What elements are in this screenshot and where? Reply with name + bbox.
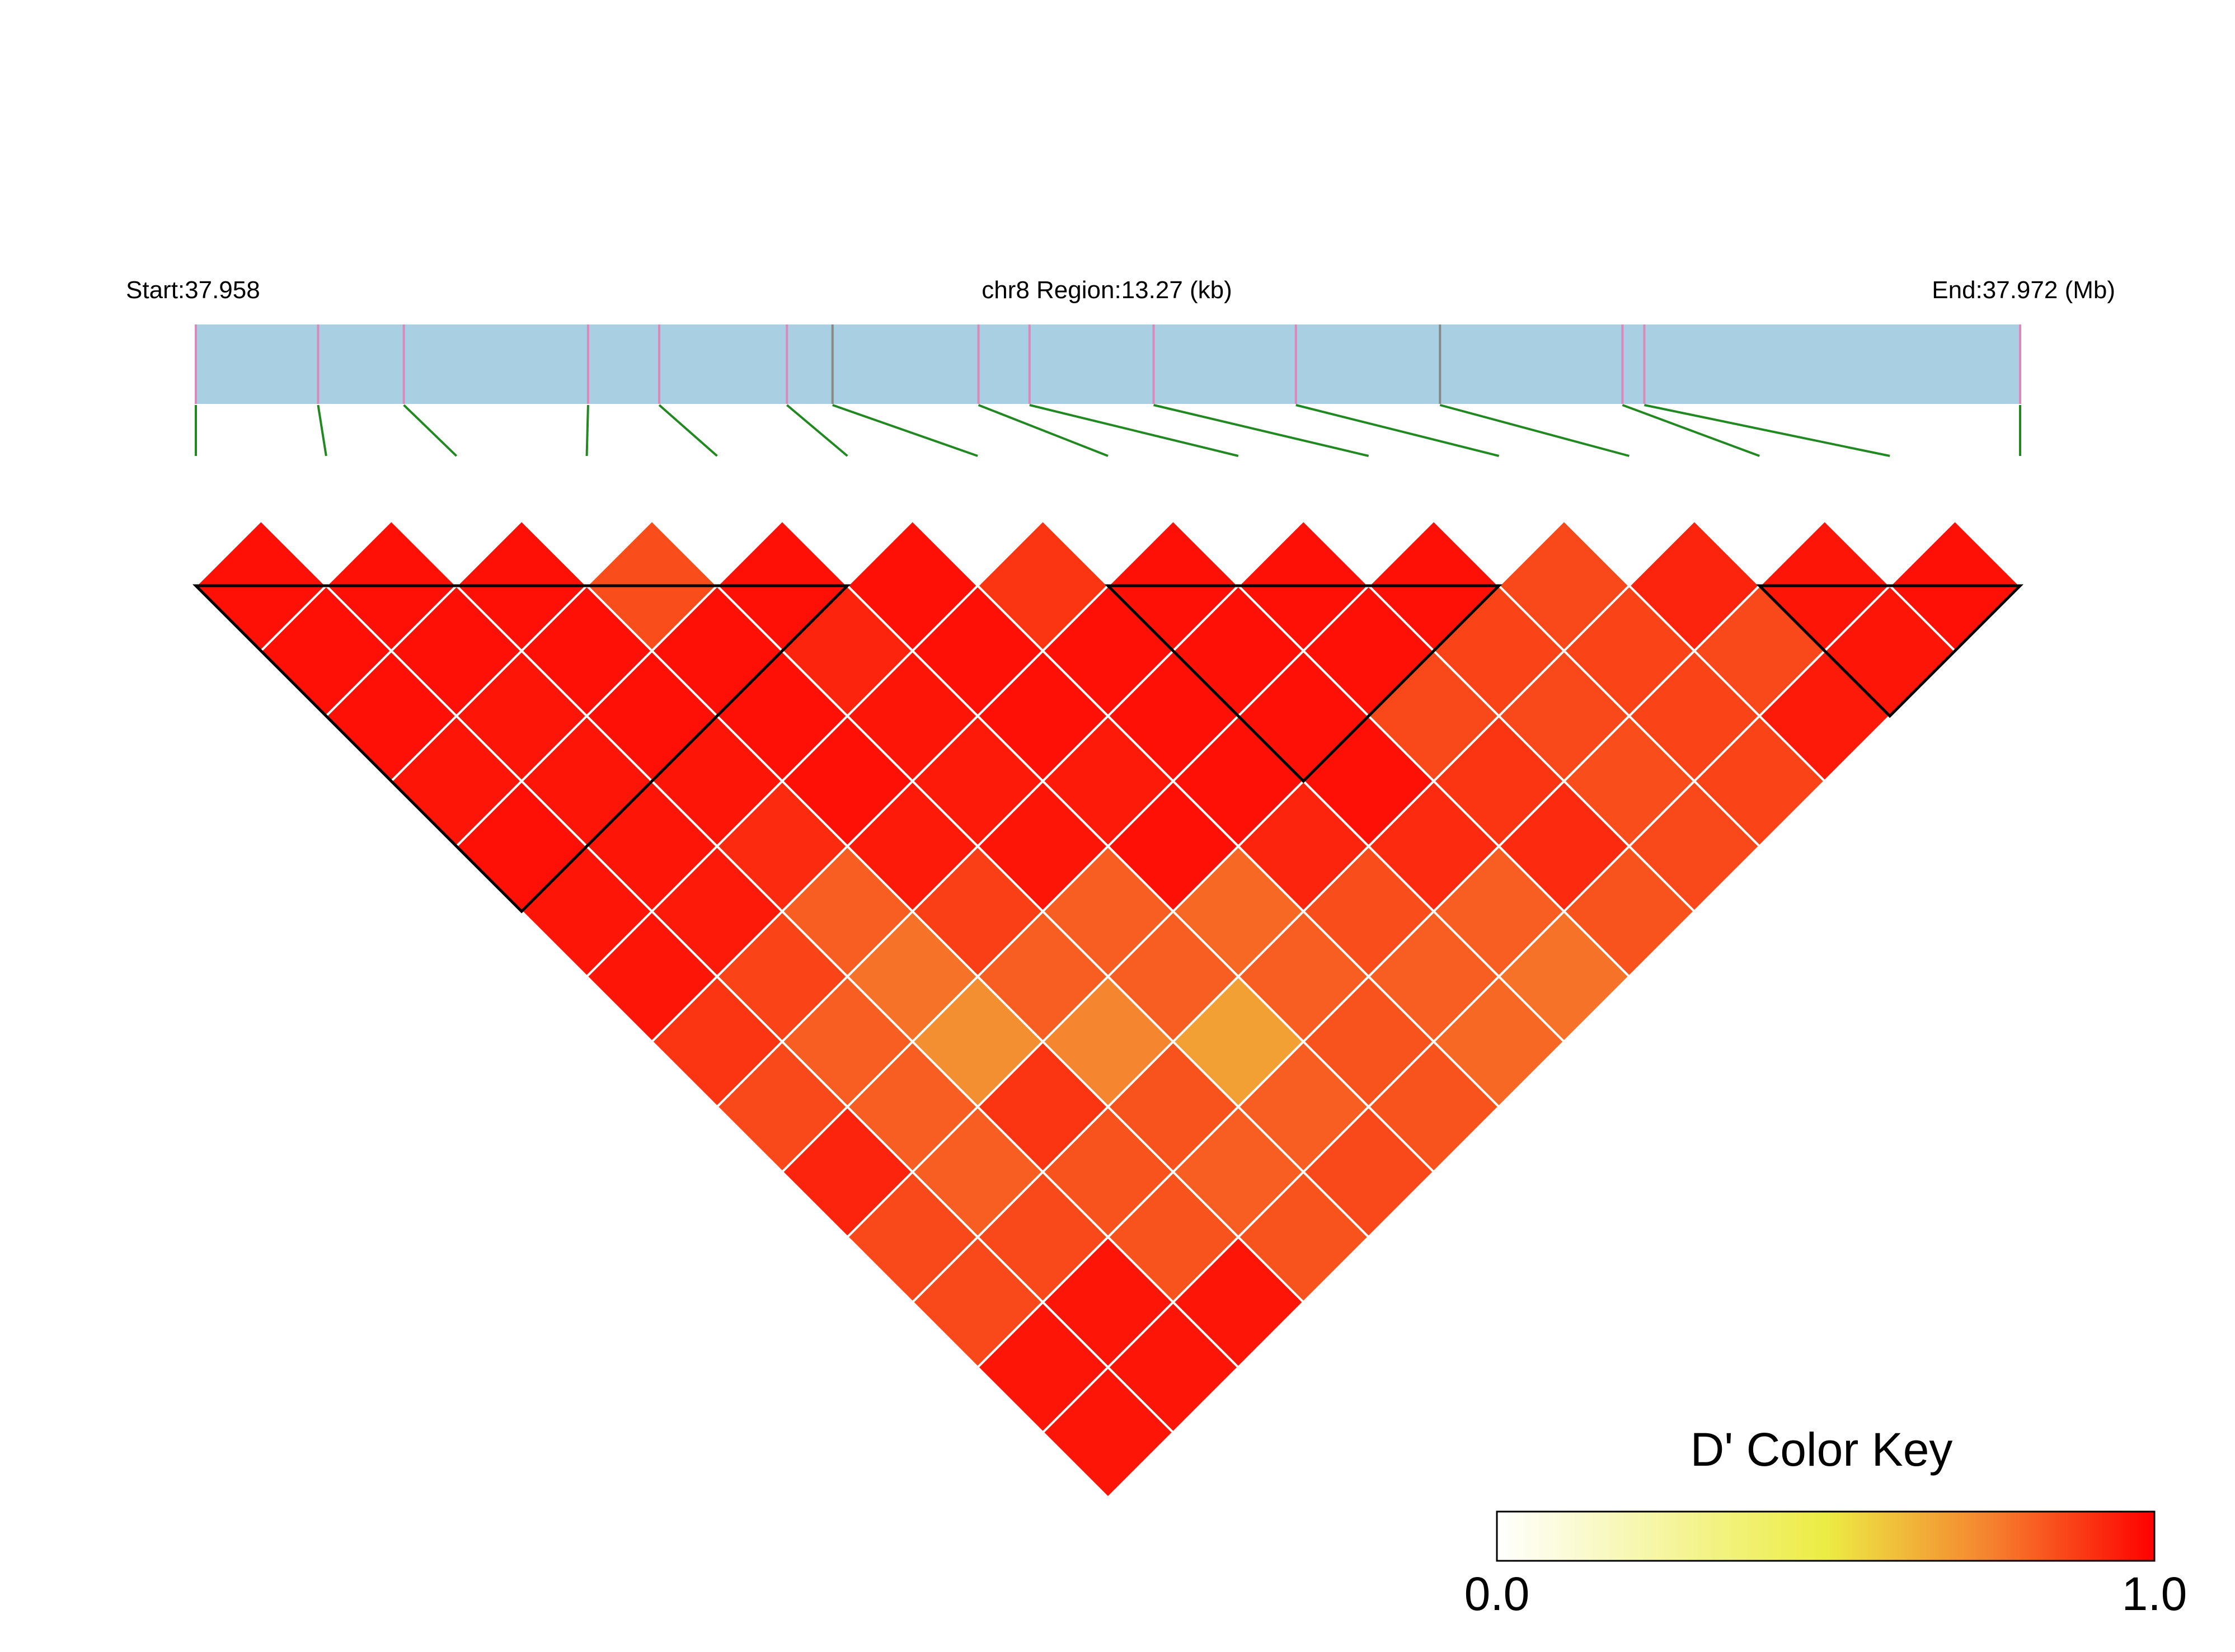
snp-connector-line xyxy=(1439,404,1630,457)
snp-connector-line xyxy=(658,404,718,457)
snp-markers xyxy=(195,324,2021,404)
snp-connector-line xyxy=(1029,404,1239,457)
snp-connector-line xyxy=(1622,404,1760,457)
ld-block-outline xyxy=(192,584,851,914)
snp-connector-line xyxy=(1644,404,1890,457)
ld-block-outline xyxy=(1104,584,1502,783)
snp-connector-line xyxy=(786,404,848,457)
snp-connector-line xyxy=(585,404,589,456)
snp-connector-line xyxy=(832,404,978,457)
color-key-gradient xyxy=(1496,1510,2156,1562)
end-label: End:37.972 (Mb) xyxy=(1932,276,2115,304)
ld-block-outlines xyxy=(192,584,2024,914)
snp-connector-line xyxy=(403,404,458,457)
color-key-title: D' Color Key xyxy=(1691,1423,1953,1476)
region-label: chr8 Region:13.27 (kb) xyxy=(982,276,1232,304)
snp-connector-line xyxy=(1295,404,1500,457)
snp-connector-lines xyxy=(195,404,2021,457)
color-key-max-label: 1.0 xyxy=(2122,1568,2187,1620)
color-key-min-label: 0.0 xyxy=(1464,1568,1530,1620)
snp-connector-line xyxy=(978,404,1109,457)
ld-block-outline xyxy=(1756,584,2024,718)
ld-cells xyxy=(194,519,2022,1499)
start-label: Start:37.958 xyxy=(126,276,260,304)
region-header: Start:37.958 chr8 Region:13.27 (kb) End:… xyxy=(126,276,2115,304)
snp-connector-line xyxy=(317,404,327,456)
snp-connector-line xyxy=(1153,404,1369,457)
color-key: D' Color Key 0.0 1.0 xyxy=(1464,1423,2187,1620)
gene-region-bar xyxy=(196,324,2020,404)
